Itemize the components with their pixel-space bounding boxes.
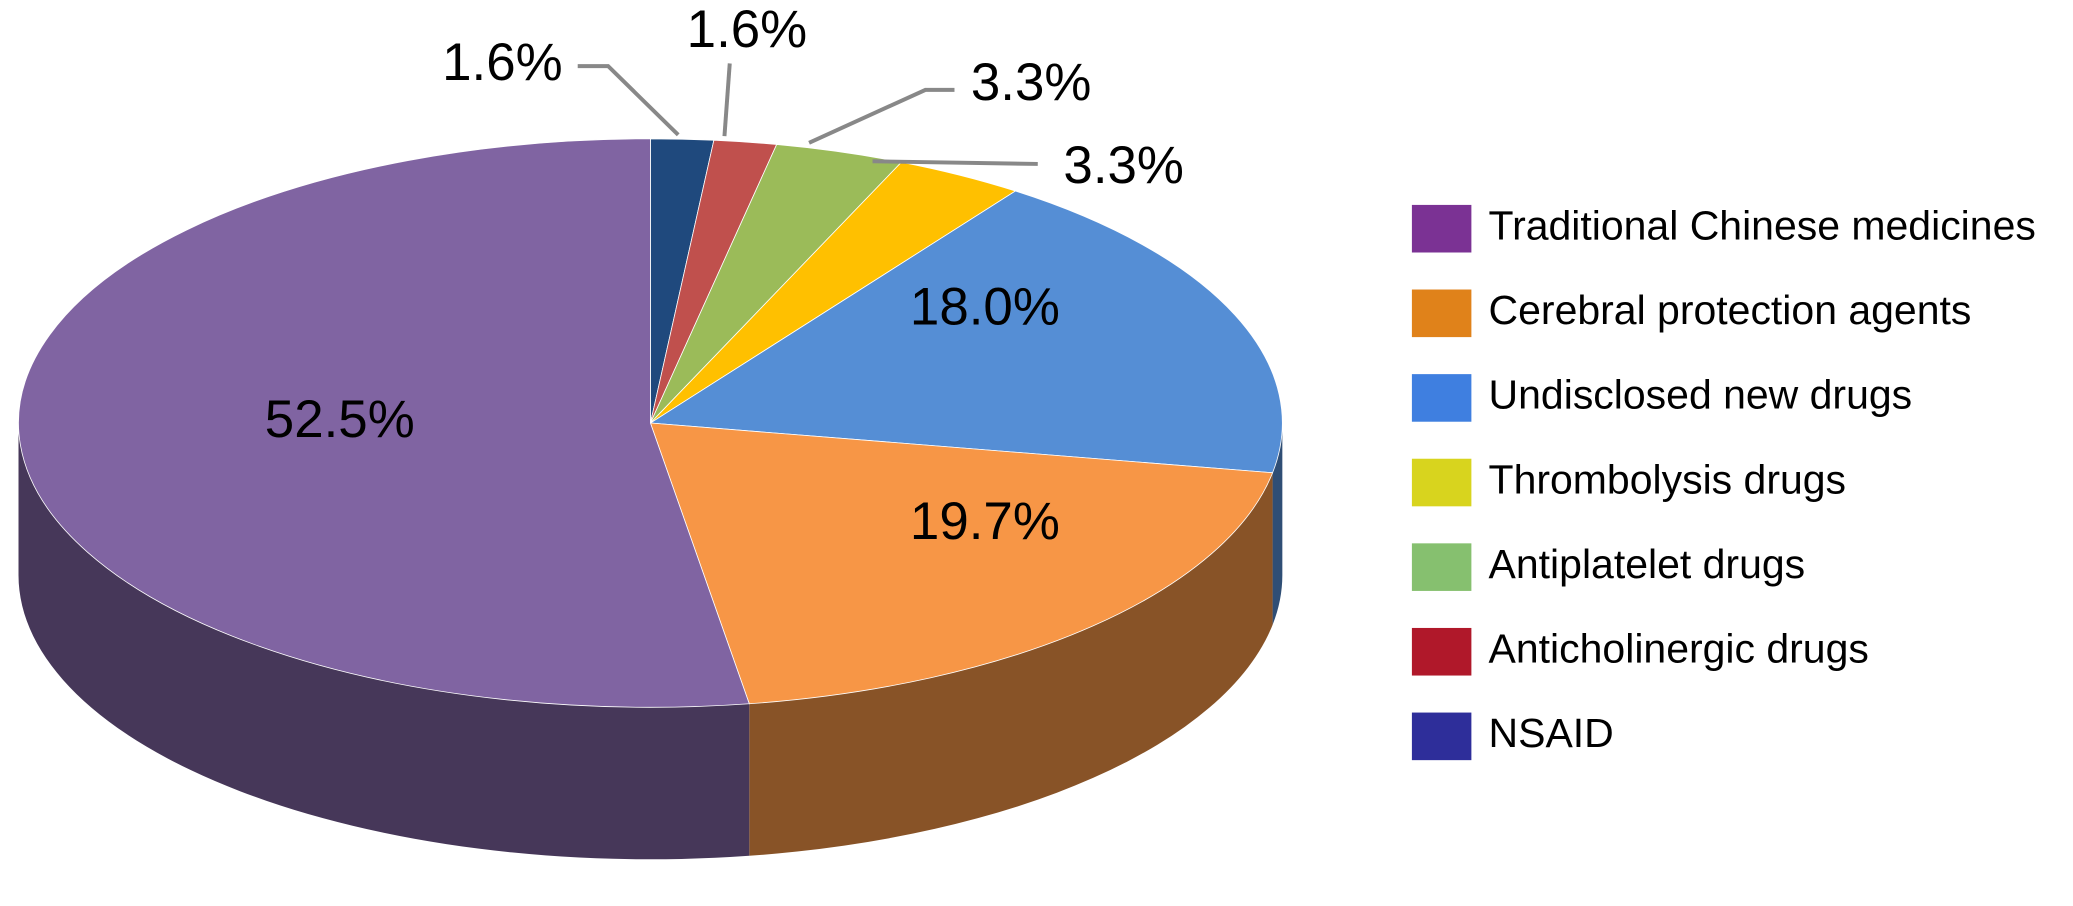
- plot: 1.6% 1.6% 3.3% 3.3% 18.0% 19.7% 52.5% Tradition…: [18, 0, 2036, 860]
- legend-swatch: [1411, 204, 1472, 253]
- legend-label: Traditional Chinese medicines: [1489, 203, 2036, 249]
- legend-label: Cerebral protection agents: [1489, 287, 1972, 333]
- leader-line: [577, 64, 680, 137]
- pie-side: [18, 423, 750, 860]
- data-label: 1.6%: [687, 0, 808, 59]
- data-label: 1.6%: [442, 33, 563, 92]
- data-label: 3.3%: [971, 53, 1092, 112]
- legend-swatch: [1411, 627, 1472, 676]
- pie-slice: [649, 190, 1283, 474]
- legend-label: Antiplatelet drugs: [1489, 541, 1806, 587]
- legend-label: Thrombolysis drugs: [1489, 456, 1846, 502]
- legend-swatch: [1411, 543, 1472, 591]
- legend-label: Undisclosed new drugs: [1489, 372, 1913, 418]
- legend-label: NSAID: [1489, 710, 1614, 756]
- leader-line: [808, 87, 955, 145]
- pie-slice: [18, 138, 750, 708]
- legend-swatch: [1411, 458, 1472, 507]
- data-label: 18.0%: [910, 278, 1060, 337]
- legend-swatch: [1411, 712, 1472, 761]
- pie-side: [749, 472, 1273, 856]
- leader-line: [722, 63, 732, 137]
- legend-swatch: [1411, 289, 1472, 338]
- pie-slice: [649, 422, 1274, 705]
- legend-swatch: [1411, 374, 1472, 422]
- data-label: 52.5%: [265, 390, 415, 449]
- data-label: 3.3%: [1063, 136, 1184, 195]
- data-label: 19.7%: [910, 492, 1060, 551]
- pie-side: [1272, 423, 1283, 625]
- legend-label: Anticholinergic drugs: [1489, 626, 1869, 672]
- leader-line: [872, 159, 1038, 166]
